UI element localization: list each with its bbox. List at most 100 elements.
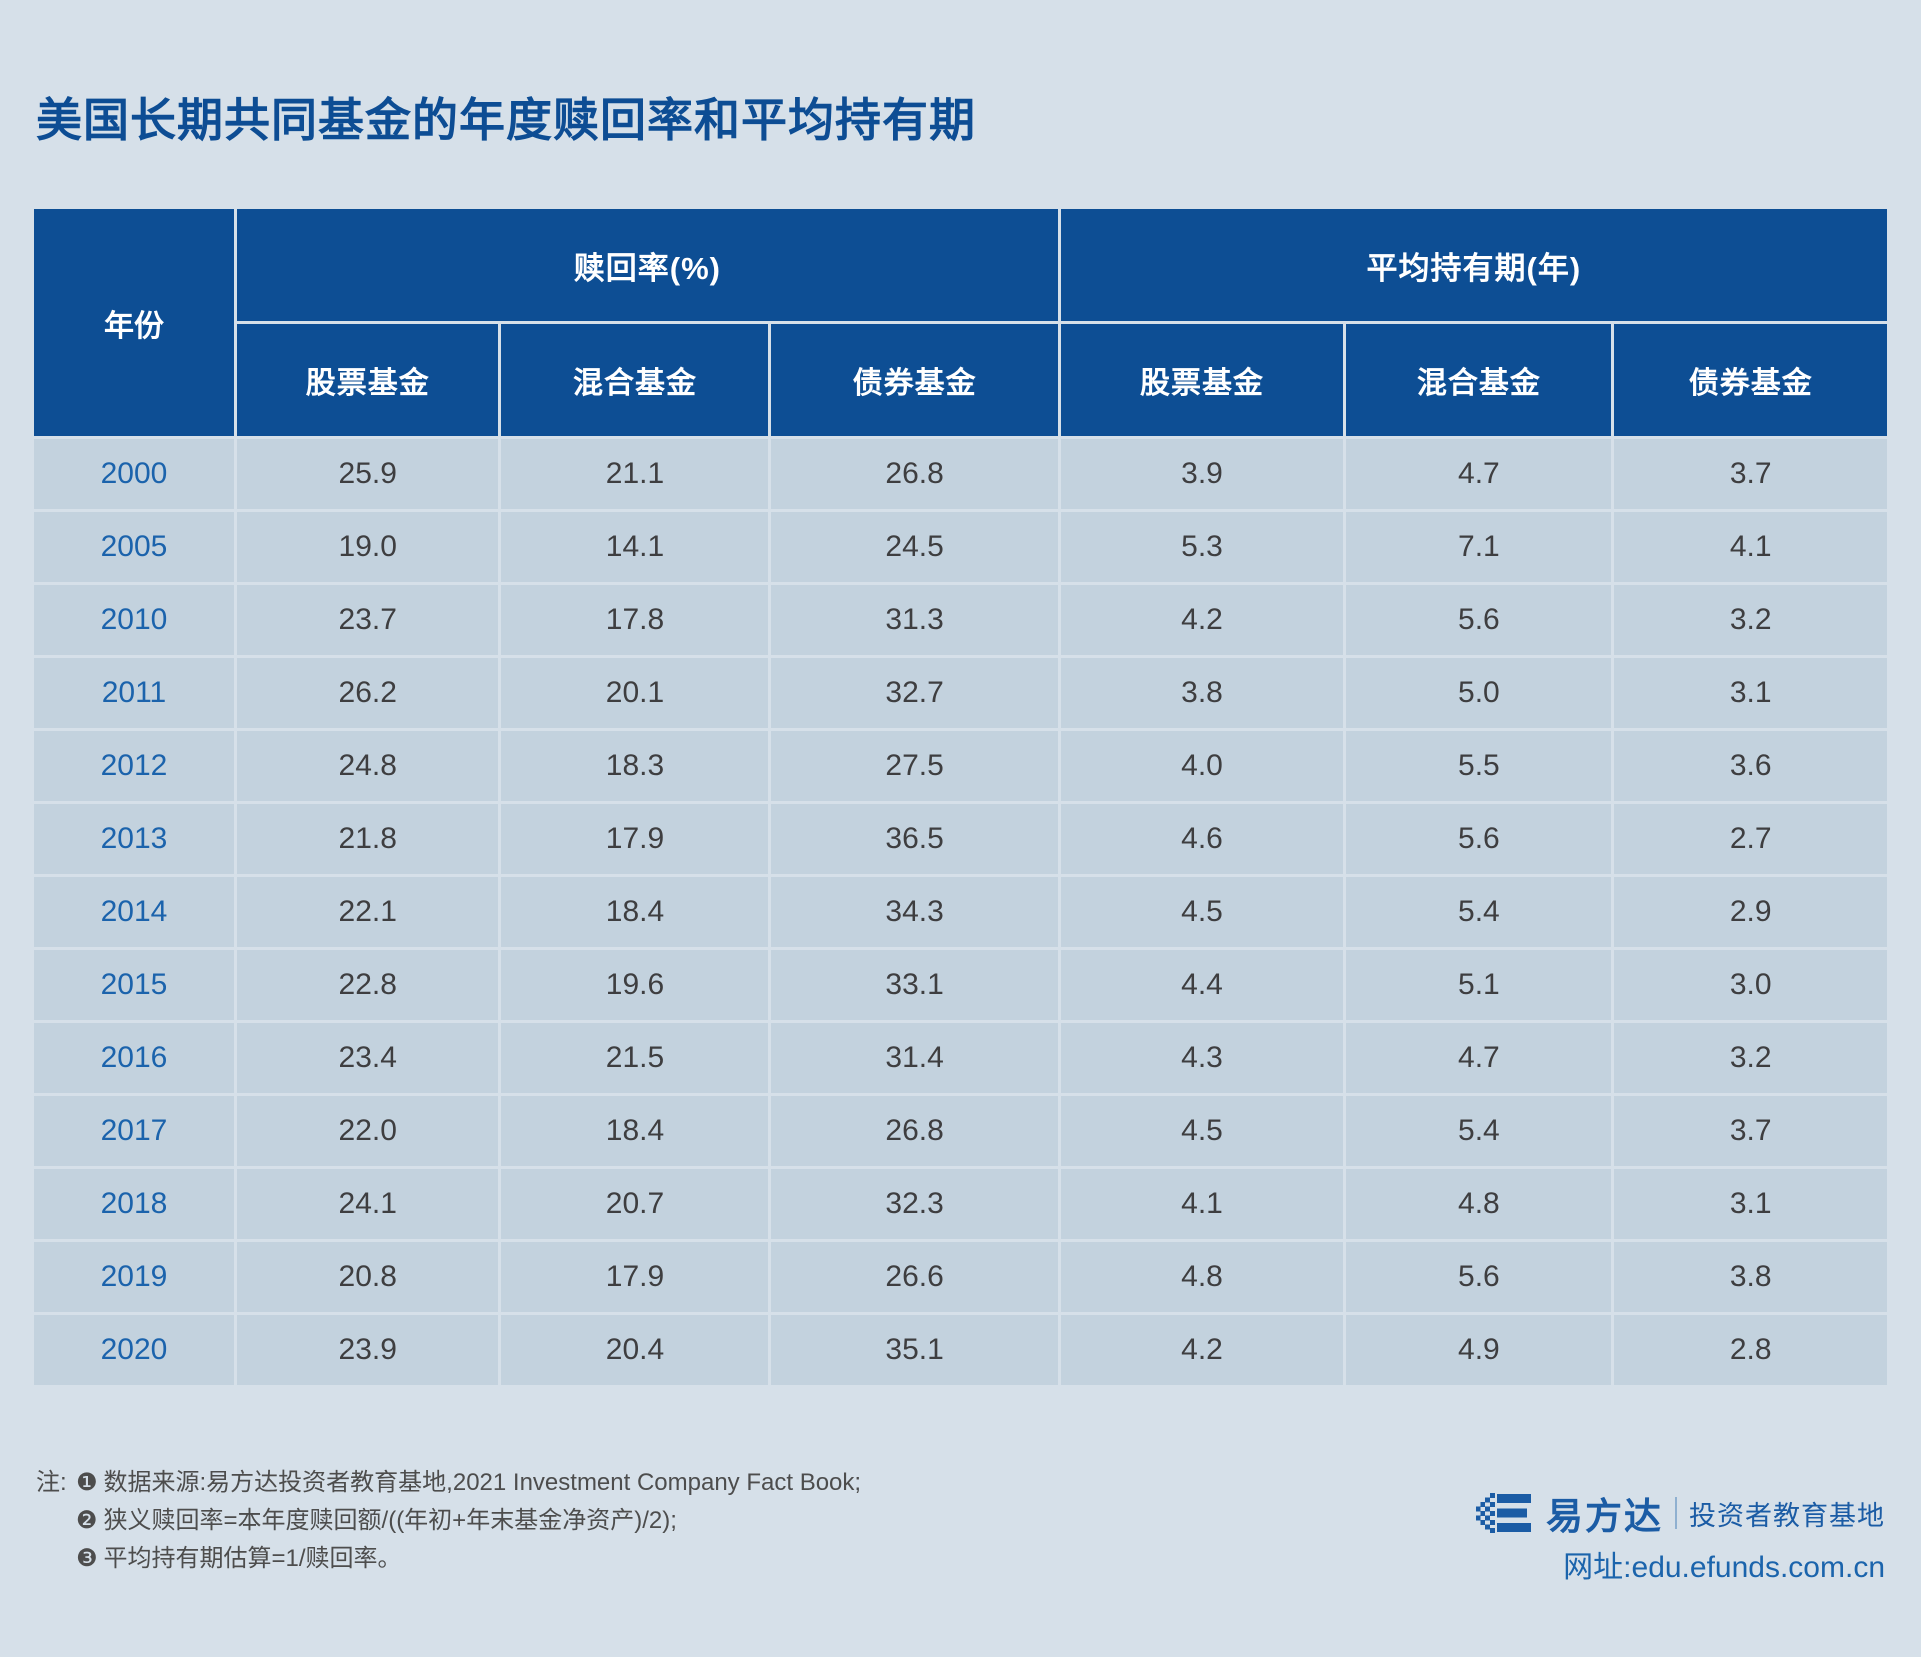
value-cell: 5.0 <box>1346 658 1612 728</box>
value-cell: 20.8 <box>237 1242 499 1312</box>
value-cell: 25.9 <box>237 439 499 509</box>
year-cell: 2018 <box>34 1169 234 1239</box>
table-row: 2015 22.8 19.6 33.1 4.4 5.1 3.0 <box>34 950 1887 1020</box>
value-cell: 5.6 <box>1346 1242 1612 1312</box>
value-cell: 34.3 <box>771 877 1058 947</box>
value-cell: 23.4 <box>237 1023 499 1093</box>
footnote-text: 数据来源:易方达投资者教育基地,2021 Investment Company … <box>103 1469 862 1496</box>
value-cell: 26.6 <box>771 1242 1058 1312</box>
value-cell: 35.1 <box>771 1315 1058 1385</box>
year-column-header: 年份 <box>34 209 234 436</box>
value-cell: 32.3 <box>771 1169 1058 1239</box>
value-cell: 4.0 <box>1060 731 1344 801</box>
value-cell: 3.0 <box>1614 950 1887 1020</box>
footnote-line: ❷ 狭义赎回率=本年度赎回额/((年初+年末基金净资产)/2); <box>36 1502 861 1540</box>
value-cell: 18.4 <box>501 877 769 947</box>
year-cell: 2005 <box>34 512 234 582</box>
value-cell: 5.3 <box>1060 512 1344 582</box>
value-cell: 4.2 <box>1060 1315 1344 1385</box>
value-cell: 5.6 <box>1346 804 1612 874</box>
table-row: 2014 22.1 18.4 34.3 4.5 5.4 2.9 <box>34 877 1887 947</box>
year-cell: 2019 <box>34 1242 234 1312</box>
value-cell: 3.7 <box>1614 439 1887 509</box>
group-header-holding-period: 平均持有期(年) <box>1060 209 1887 321</box>
table-row: 2019 20.8 17.9 26.6 4.8 5.6 3.8 <box>34 1242 1887 1312</box>
value-cell: 3.9 <box>1060 439 1344 509</box>
group-header-row: 年份 赎回率(%) 平均持有期(年) <box>34 209 1887 436</box>
value-cell: 17.9 <box>501 1242 769 1312</box>
value-cell: 4.2 <box>1060 585 1344 655</box>
value-cell: 17.9 <box>501 804 769 874</box>
value-cell: 4.1 <box>1614 512 1887 582</box>
value-cell: 4.1 <box>1060 1169 1344 1239</box>
circled-two-icon: ❷ <box>76 1507 98 1534</box>
value-cell: 5.4 <box>1346 1096 1612 1166</box>
circled-three-icon: ❸ <box>76 1545 98 1572</box>
value-cell: 32.7 <box>771 658 1058 728</box>
value-cell: 26.2 <box>237 658 499 728</box>
value-cell: 5.1 <box>1346 950 1612 1020</box>
table-row: 2020 23.9 20.4 35.1 4.2 4.9 2.8 <box>34 1315 1887 1385</box>
circled-one-icon: ❶ <box>76 1469 98 1496</box>
table-row: 2013 21.8 17.9 36.5 4.6 5.6 2.7 <box>34 804 1887 874</box>
value-cell: 31.4 <box>771 1023 1058 1093</box>
value-cell: 4.8 <box>1346 1169 1612 1239</box>
brand-divider <box>1675 1497 1677 1529</box>
year-cell: 2016 <box>34 1023 234 1093</box>
sub-header-equity-funds: 股票基金 <box>237 324 499 436</box>
value-cell: 18.3 <box>501 731 769 801</box>
value-cell: 3.2 <box>1614 585 1887 655</box>
value-cell: 18.4 <box>501 1096 769 1166</box>
value-cell: 4.4 <box>1060 950 1344 1020</box>
value-cell: 20.4 <box>501 1315 769 1385</box>
footnote-prefix: 注: <box>36 1469 67 1496</box>
value-cell: 20.7 <box>501 1169 769 1239</box>
value-cell: 24.5 <box>771 512 1058 582</box>
value-cell: 22.8 <box>237 950 499 1020</box>
value-cell: 27.5 <box>771 731 1058 801</box>
value-cell: 5.5 <box>1346 731 1612 801</box>
brand-suffix: 投资者教育基地 <box>1689 1500 1885 1531</box>
value-cell: 5.6 <box>1346 585 1612 655</box>
value-cell: 26.8 <box>771 1096 1058 1166</box>
sub-header-hybrid-funds: 混合基金 <box>501 324 769 436</box>
page-title: 美国长期共同基金的年度赎回率和平均持有期 <box>36 94 976 146</box>
year-cell: 2011 <box>34 658 234 728</box>
value-cell: 23.7 <box>237 585 499 655</box>
value-cell: 21.5 <box>501 1023 769 1093</box>
year-cell: 2010 <box>34 585 234 655</box>
value-cell: 4.5 <box>1060 877 1344 947</box>
footnote-text: 狭义赎回率=本年度赎回额/((年初+年末基金净资产)/2); <box>103 1507 677 1534</box>
value-cell: 36.5 <box>771 804 1058 874</box>
value-cell: 4.7 <box>1346 1023 1612 1093</box>
value-cell: 2.9 <box>1614 877 1887 947</box>
year-cell: 2015 <box>34 950 234 1020</box>
value-cell: 7.1 <box>1346 512 1612 582</box>
table-row: 2005 19.0 14.1 24.5 5.3 7.1 4.1 <box>34 512 1887 582</box>
value-cell: 26.8 <box>771 439 1058 509</box>
value-cell: 31.3 <box>771 585 1058 655</box>
value-cell: 4.6 <box>1060 804 1344 874</box>
table-row: 2000 25.9 21.1 26.8 3.9 4.7 3.7 <box>34 439 1887 509</box>
efunds-logo-icon <box>1476 1493 1531 1533</box>
value-cell: 22.0 <box>237 1096 499 1166</box>
value-cell: 23.9 <box>237 1315 499 1385</box>
brand-line: 易方达 投资者教育基地 <box>1476 1492 1885 1537</box>
value-cell: 24.1 <box>237 1169 499 1239</box>
sub-header-bond-funds: 债券基金 <box>1614 324 1887 436</box>
year-cell: 2013 <box>34 804 234 874</box>
sub-header-bond-funds: 债券基金 <box>771 324 1058 436</box>
value-cell: 21.8 <box>237 804 499 874</box>
year-cell: 2020 <box>34 1315 234 1385</box>
footnotes: 注: ❶ 数据来源:易方达投资者教育基地,2021 Investment Compa… <box>36 1464 861 1578</box>
value-cell: 2.8 <box>1614 1315 1887 1385</box>
year-cell: 2012 <box>34 731 234 801</box>
value-cell: 3.8 <box>1060 658 1344 728</box>
table-row: 2018 24.1 20.7 32.3 4.1 4.8 3.1 <box>34 1169 1887 1239</box>
footnote-text: 平均持有期估算=1/赎回率。 <box>103 1545 402 1572</box>
value-cell: 3.8 <box>1614 1242 1887 1312</box>
table-row: 2017 22.0 18.4 26.8 4.5 5.4 3.7 <box>34 1096 1887 1166</box>
table-row: 2010 23.7 17.8 31.3 4.2 5.6 3.2 <box>34 585 1887 655</box>
value-cell: 4.7 <box>1346 439 1612 509</box>
